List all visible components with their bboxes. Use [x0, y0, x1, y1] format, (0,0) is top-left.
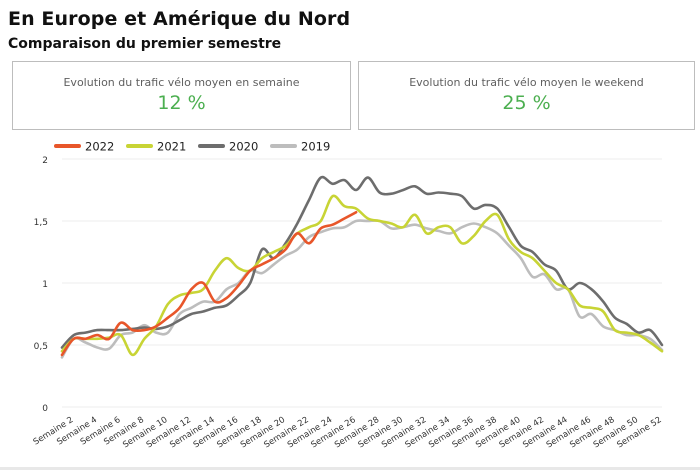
y-tick-label: 2: [42, 156, 48, 166]
page-title: En Europe et Amérique du Nord: [8, 8, 351, 30]
y-tick-label: 1,5: [34, 218, 48, 228]
series-line-2019: [60, 219, 664, 359]
legend-label-2021: 2021: [157, 140, 186, 154]
kpi-value-weekend: 25 %: [502, 92, 551, 114]
divider: [0, 467, 700, 470]
legend-label-2020: 2020: [229, 140, 258, 154]
y-tick-label: 0: [42, 404, 48, 414]
kpi-card-weekend: Evolution du trafic vélo moyen le weeken…: [358, 61, 695, 130]
series-line-2020: [60, 175, 664, 349]
legend-label-2019: 2019: [301, 140, 330, 154]
series-line-2022: [60, 211, 358, 357]
y-tick-label: 0,5: [34, 342, 48, 352]
series-line-2021: [60, 194, 664, 357]
kpi-label-weekend: Evolution du trafic vélo moyen le weeken…: [409, 76, 644, 89]
kpi-value-weekday: 12 %: [157, 92, 206, 114]
kpi-label-weekday: Evolution du trafic vélo moyen en semain…: [63, 76, 300, 89]
page-subtitle: Comparaison du premier semestre: [8, 36, 282, 52]
kpi-card-weekday: Evolution du trafic vélo moyen en semain…: [12, 61, 351, 130]
legend-label-2022: 2022: [85, 140, 114, 154]
y-tick-label: 1: [42, 280, 48, 290]
